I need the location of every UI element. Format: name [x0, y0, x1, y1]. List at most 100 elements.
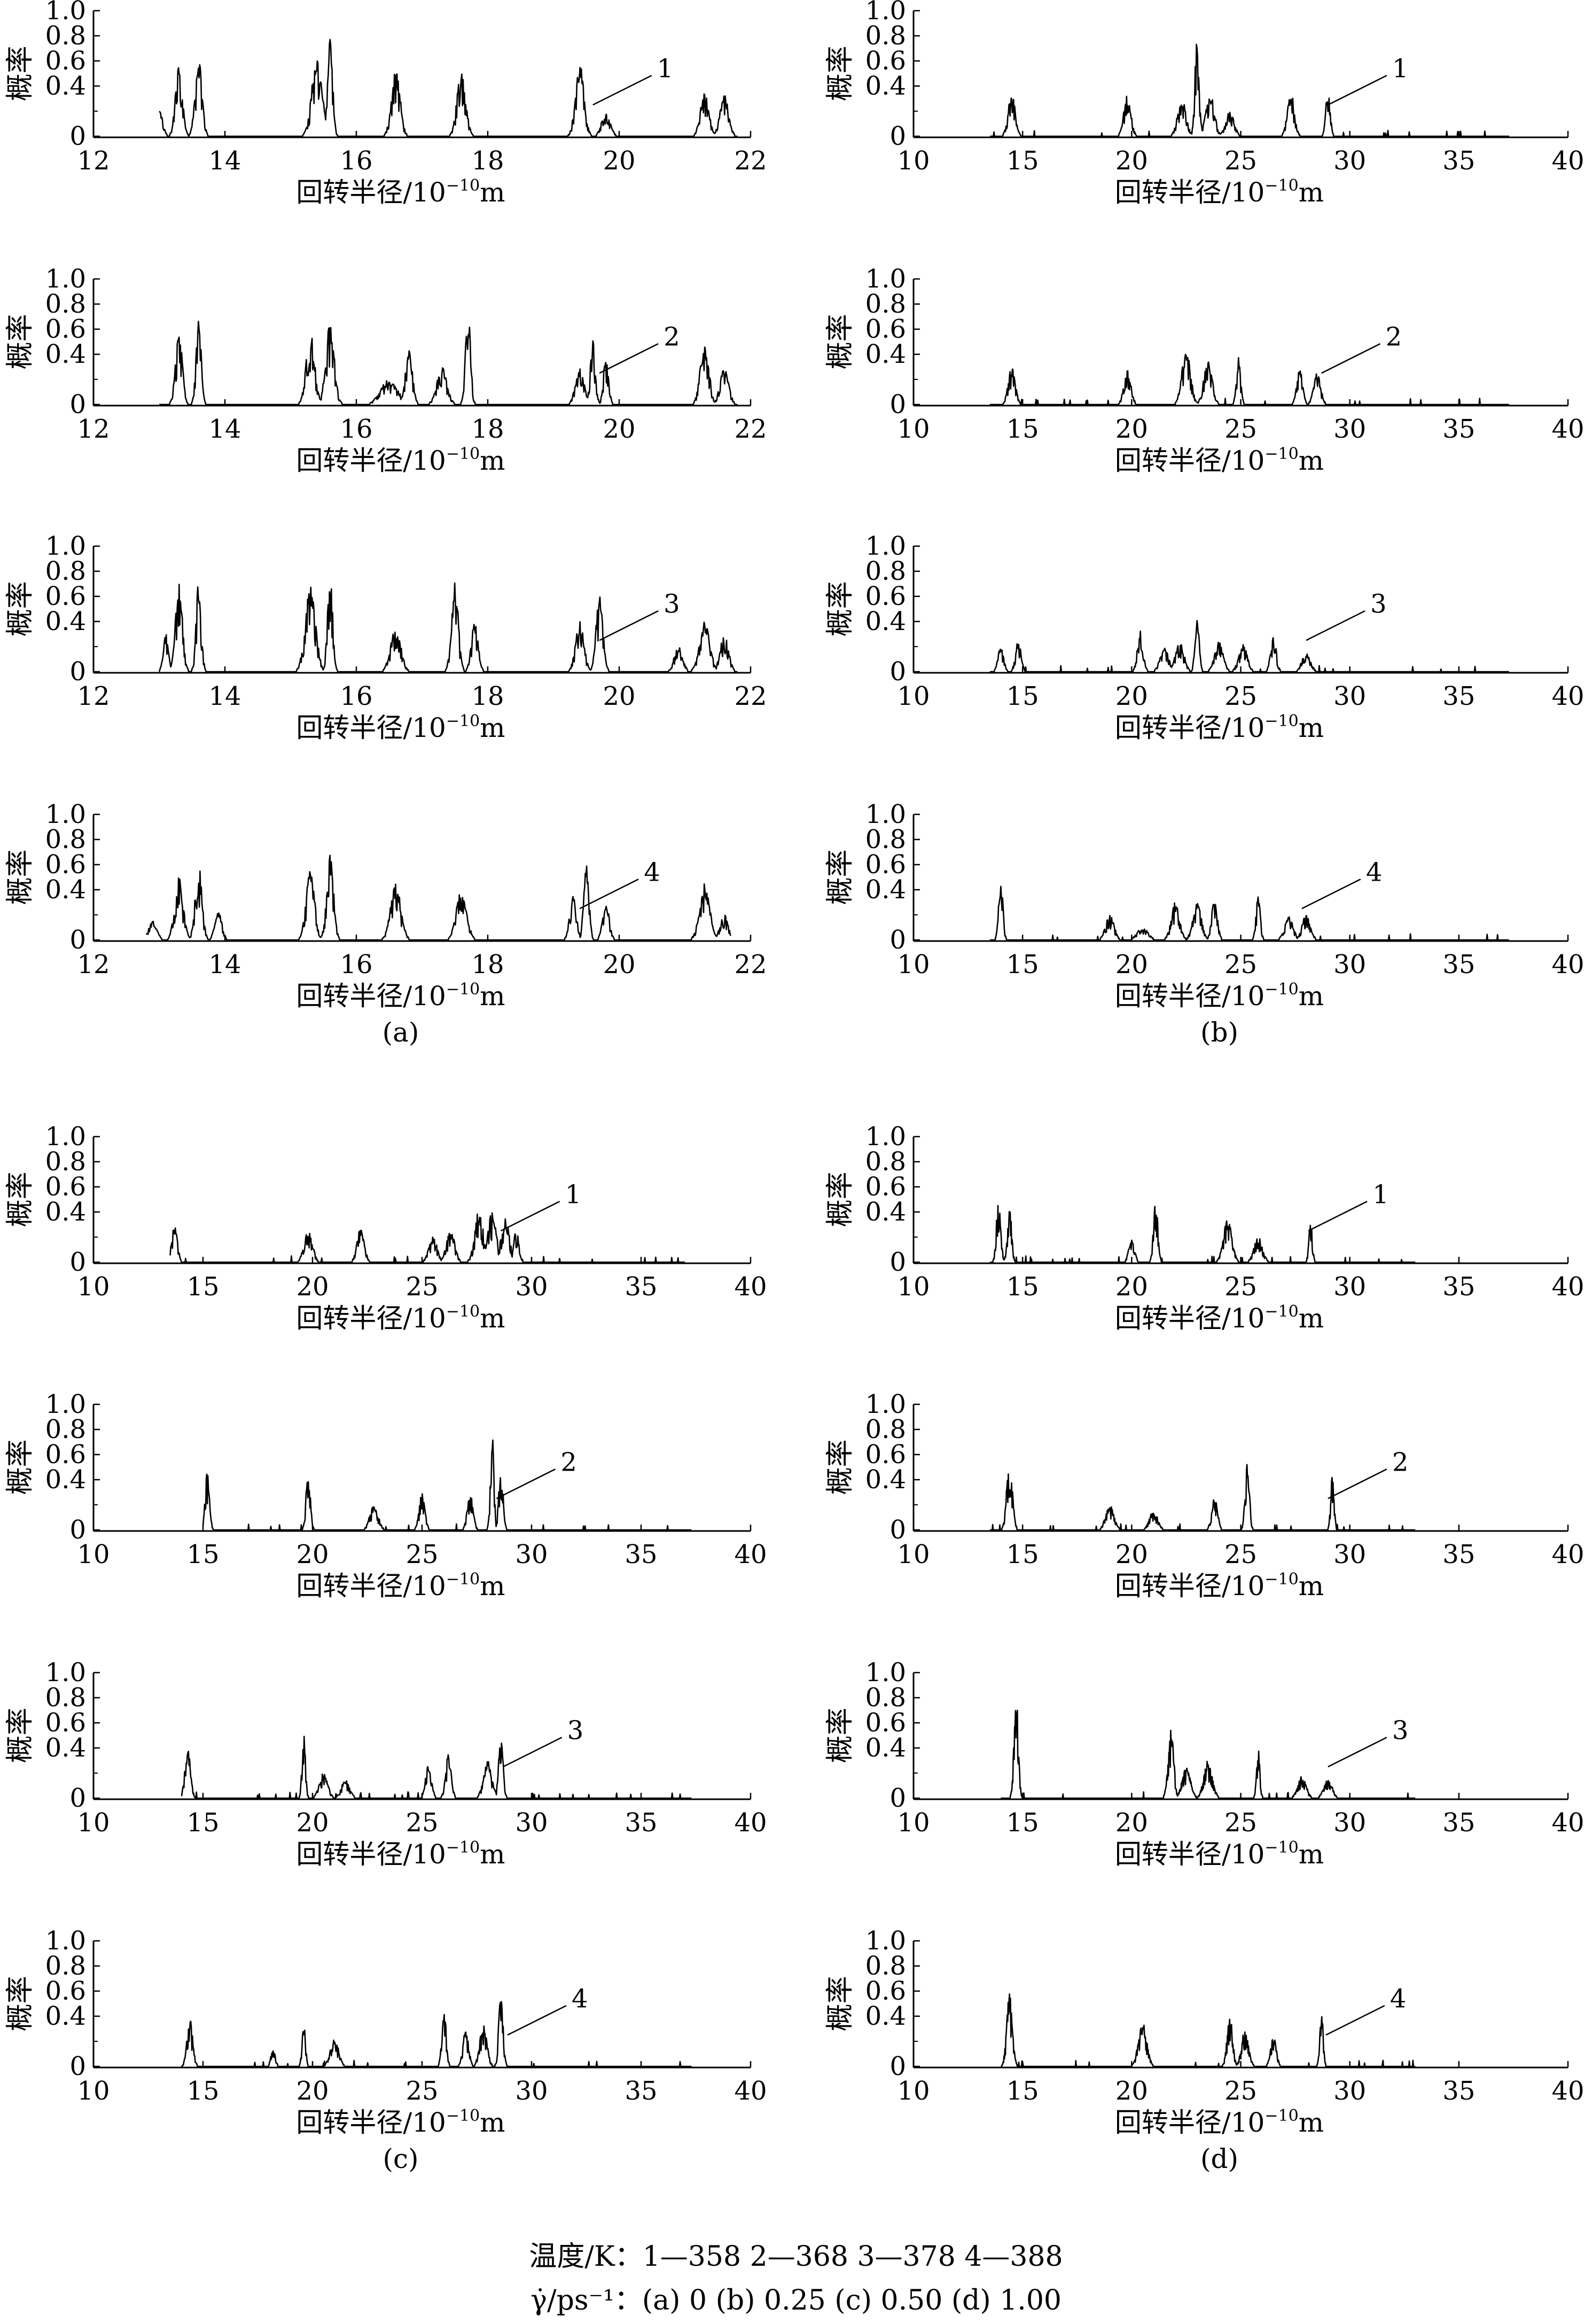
curve-label: 4 [1366, 857, 1383, 887]
curve-label-leader [1321, 343, 1381, 374]
y-tick-label: 1.0 [45, 0, 86, 26]
y-tick-label: 0 [69, 657, 86, 687]
y-tick-label: 0.8 [45, 1683, 86, 1713]
y-tick-label: 0.6 [865, 850, 906, 880]
y-axis-label: 概率 [824, 1439, 856, 1495]
curve-label-leader [501, 1201, 560, 1232]
x-tick-label: 25 [1224, 1808, 1257, 1838]
y-tick-label: 1.0 [865, 0, 906, 26]
y-tick-label: 1.0 [45, 531, 86, 561]
curve-label: 4 [644, 857, 660, 887]
series-line-1 [159, 38, 738, 137]
series-line-3 [158, 582, 738, 673]
x-tick-label: 35 [625, 1272, 657, 1302]
subplot-c-2: 0 0.40.60.81.0 10 15 20 25 30 35 40 概率回转半径/10−10m… [4, 1389, 767, 1602]
y-axis-label: 概率 [4, 45, 36, 101]
y-tick-label: 0.4 [45, 1197, 86, 1227]
x-tick-label: 16 [340, 414, 372, 444]
x-tick-label: 30 [1333, 146, 1366, 176]
y-tick-label: 0.4 [865, 339, 906, 369]
curve-label-leader [1306, 610, 1365, 641]
curve-label: 2 [664, 322, 680, 352]
y-axis-label: 概率 [4, 581, 36, 636]
y-axis-label: 概率 [4, 1707, 36, 1763]
y-axis-label: 概率 [824, 1707, 856, 1763]
y-tick-label: 0.8 [45, 825, 86, 854]
x-axis-label: 回转半径/10−10m [1115, 1838, 1324, 1870]
y-tick-label: 0 [69, 925, 86, 955]
curve-label-leader [503, 1737, 563, 1768]
y-tick-label: 0.8 [865, 825, 906, 854]
x-tick-label: 10 [897, 146, 930, 176]
x-tick-label: 16 [340, 146, 372, 176]
series-line-4 [145, 854, 732, 941]
curve-label: 2 [1392, 1447, 1409, 1477]
subplot-d-1: 0 0.40.60.81.0 10 15 20 25 30 35 40 概率回转半径/10−10m… [824, 1122, 1585, 1334]
curve-label: 3 [664, 589, 680, 619]
x-tick-label: 35 [625, 2076, 657, 2106]
x-tick-label: 30 [1333, 950, 1366, 980]
x-axis-label: 回转半径/10−10m [1115, 712, 1324, 743]
x-axis-label: 回转半径/10−10m [296, 1570, 505, 1602]
x-tick-label: 22 [734, 146, 767, 176]
x-tick-label: 14 [208, 950, 241, 980]
y-tick-label: 1.0 [45, 1926, 86, 1956]
x-tick-label: 14 [208, 681, 241, 711]
x-tick-label: 18 [471, 146, 504, 176]
y-tick-label: 1.0 [865, 1658, 906, 1688]
y-tick-label: 0.4 [865, 71, 906, 101]
x-tick-label: 18 [471, 681, 504, 711]
y-tick-label: 0 [889, 657, 906, 687]
y-tick-label: 0 [69, 1515, 86, 1545]
y-tick-label: 1.0 [45, 264, 86, 294]
y-axis-label: 概率 [824, 1976, 856, 2031]
x-tick-label: 35 [1442, 146, 1475, 176]
curve-label-leader [599, 343, 659, 374]
y-tick-label: 0.8 [45, 21, 86, 51]
x-tick-label: 12 [77, 146, 110, 176]
x-axis-label: 回转半径/10−10m [1115, 2107, 1324, 2138]
y-axis-label: 概率 [4, 1171, 36, 1227]
x-tick-label: 40 [1551, 414, 1584, 444]
y-tick-label: 0 [889, 925, 906, 955]
y-tick-label: 0.6 [865, 46, 906, 76]
y-tick-label: 0.8 [45, 289, 86, 319]
curve-label-leader [1328, 1468, 1387, 1499]
y-tick-label: 1.0 [45, 1389, 86, 1419]
x-tick-label: 15 [1006, 2076, 1039, 2106]
y-tick-label: 0.4 [865, 1733, 906, 1763]
y-axis-label: 概率 [4, 314, 36, 369]
series-line-2 [202, 1439, 692, 1531]
x-tick-label: 25 [1224, 2076, 1257, 2106]
x-tick-label: 35 [1442, 1272, 1475, 1302]
x-tick-label: 40 [1551, 146, 1584, 176]
series-line-2 [989, 1464, 1416, 1531]
y-tick-label: 0.6 [45, 581, 86, 611]
y-tick-label: 0.8 [45, 1951, 86, 1981]
y-axis-label: 概率 [824, 314, 856, 369]
y-tick-label: 0.6 [865, 581, 906, 611]
x-tick-label: 15 [1006, 1540, 1039, 1569]
y-tick-label: 0.4 [865, 1465, 906, 1495]
y-tick-label: 0 [889, 2051, 906, 2081]
x-tick-label: 10 [897, 2076, 930, 2106]
y-tick-label: 0.4 [865, 1197, 906, 1227]
curve-label-leader [592, 75, 652, 106]
x-tick-label: 18 [471, 950, 504, 980]
y-tick-label: 0.6 [865, 1976, 906, 2006]
x-tick-label: 22 [734, 681, 767, 711]
curve-label: 1 [657, 53, 674, 83]
curve-label-leader [1328, 1737, 1387, 1768]
x-tick-label: 40 [734, 1272, 767, 1302]
subplot-b-1: 0 0.40.60.81.0 10 15 20 25 30 35 40 概率回转半径/10−10m… [824, 0, 1585, 208]
y-axis-label: 概率 [4, 1439, 36, 1495]
x-axis-label: 回转半径/10−10m [296, 445, 505, 476]
subplot-b-4: 0 0.40.60.81.0 10 15 20 25 30 35 40 概率回转半径/10−10m… [824, 799, 1585, 1012]
y-tick-label: 0.6 [865, 1172, 906, 1202]
x-tick-label: 12 [77, 950, 110, 980]
x-tick-label: 35 [1442, 1540, 1475, 1569]
y-tick-label: 0.4 [45, 1733, 86, 1763]
x-tick-label: 20 [1115, 1808, 1148, 1838]
